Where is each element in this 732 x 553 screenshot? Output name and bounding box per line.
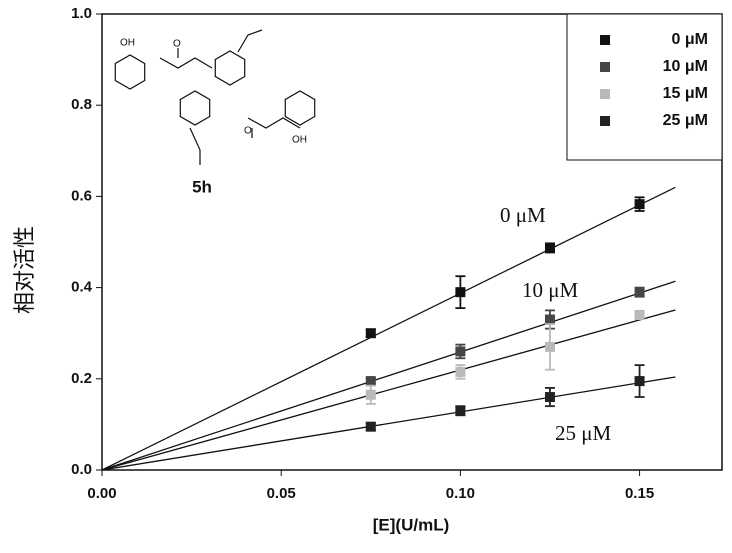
atom-label: OH xyxy=(292,135,307,146)
point xyxy=(455,406,465,416)
y-tick-label: 0.2 xyxy=(71,370,92,387)
structure xyxy=(115,30,314,165)
point xyxy=(545,243,555,253)
x-tick-label: 0.15 xyxy=(625,485,654,502)
y-axis-label: 相对活性 xyxy=(13,226,38,314)
point xyxy=(635,310,645,320)
annotation: 10 μM xyxy=(522,278,579,302)
point xyxy=(366,328,376,338)
bond xyxy=(190,128,200,165)
x-axis-label: [E](U/mL) xyxy=(373,515,449,534)
point xyxy=(635,199,645,209)
point xyxy=(455,346,465,356)
atom-label: O xyxy=(173,39,181,50)
atom-label: OH xyxy=(120,38,135,49)
x-tick-label: 0.05 xyxy=(267,485,296,502)
bond xyxy=(160,58,212,68)
fit-line xyxy=(102,310,675,470)
annotation: 25 μM xyxy=(555,421,612,445)
bond xyxy=(248,118,300,128)
point xyxy=(545,315,555,325)
legend-marker xyxy=(600,116,610,126)
ring xyxy=(115,55,144,89)
x-tick-label: 0.10 xyxy=(446,485,475,502)
ring xyxy=(285,91,314,125)
atom-label: O xyxy=(244,126,252,137)
y-tick-label: 0.0 xyxy=(71,461,92,478)
point xyxy=(635,376,645,386)
legend-marker xyxy=(600,35,610,45)
point xyxy=(545,392,555,402)
point xyxy=(366,376,376,386)
ring xyxy=(180,91,209,125)
bond xyxy=(238,30,262,52)
compound-label: 5h xyxy=(192,177,212,196)
point xyxy=(545,342,555,352)
legend-label: 15 μM xyxy=(663,85,708,102)
chart: [E](U/mL) 相对活性 0 μM 10 μM 25 μM 5h OH O … xyxy=(0,0,732,553)
legend-label: 0 μM xyxy=(672,31,708,48)
point xyxy=(635,287,645,297)
legend-label: 10 μM xyxy=(663,58,708,75)
point xyxy=(366,390,376,400)
x-tick-label: 0.00 xyxy=(87,485,116,502)
point xyxy=(455,367,465,377)
y-tick-label: 0.6 xyxy=(71,187,92,204)
ring xyxy=(215,51,244,85)
point xyxy=(455,287,465,297)
legend-marker xyxy=(600,89,610,99)
y-tick-label: 1.0 xyxy=(71,5,92,22)
legend-label: 25 μM xyxy=(663,112,708,129)
y-tick-label: 0.8 xyxy=(71,96,92,113)
point xyxy=(366,422,376,432)
legend-marker xyxy=(600,62,610,72)
y-tick-label: 0.4 xyxy=(71,279,93,296)
annotation: 0 μM xyxy=(500,203,546,227)
